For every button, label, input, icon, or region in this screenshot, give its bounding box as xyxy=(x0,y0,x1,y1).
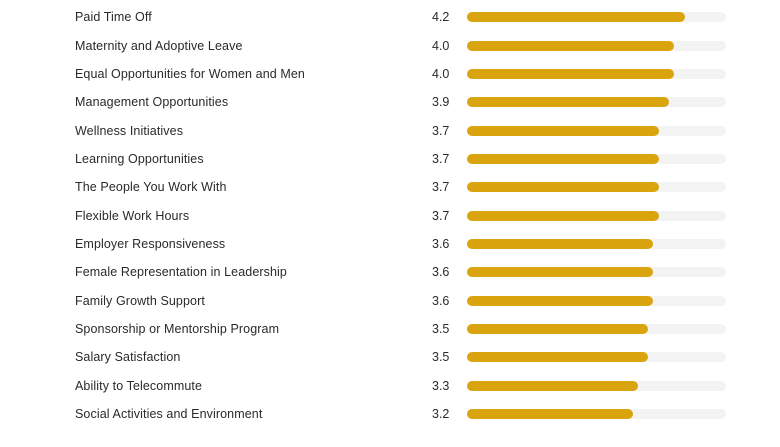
chart-row: Maternity and Adoptive Leave 4.0 xyxy=(0,31,780,59)
chart-row: Family Growth Support 3.6 xyxy=(0,286,780,314)
category-label: Wellness Initiatives xyxy=(75,123,184,138)
rating-value: 3.2 xyxy=(432,406,450,421)
chart-row: Paid Time Off 4.2 xyxy=(0,3,780,31)
rating-value: 3.7 xyxy=(432,180,450,195)
category-label: Salary Satisfaction xyxy=(75,350,181,365)
bar-track xyxy=(467,97,726,108)
chart-row: Management Opportunities 3.9 xyxy=(0,88,780,116)
category-label: Ability to Telecommute xyxy=(75,378,203,393)
bar-track xyxy=(467,12,726,23)
rating-value: 3.6 xyxy=(432,236,450,251)
chart-row: Ability to Telecommute 3.3 xyxy=(0,371,780,399)
bar-track xyxy=(467,380,726,391)
bar-fill xyxy=(467,238,654,249)
bar-track xyxy=(467,323,726,334)
category-label: Family Growth Support xyxy=(75,293,205,308)
bar-fill xyxy=(467,380,638,391)
bar-track xyxy=(467,238,726,249)
chart-row: Female Representation in Leadership 3.6 xyxy=(0,258,780,286)
bar-fill xyxy=(467,408,633,419)
chart-row: Employer Responsiveness 3.6 xyxy=(0,230,780,258)
bar-track xyxy=(467,210,726,221)
chart-row: Social Activities and Environment 3.2 xyxy=(0,400,780,428)
bar-fill xyxy=(467,12,685,23)
category-label: Employer Responsiveness xyxy=(75,236,226,251)
bar-fill xyxy=(467,182,659,193)
bar-track xyxy=(467,352,726,363)
bar-fill xyxy=(467,125,659,136)
chart-row: Flexible Work Hours 3.7 xyxy=(0,201,780,229)
category-label: Learning Opportunities xyxy=(75,151,204,166)
rating-value: 3.6 xyxy=(432,265,450,280)
bar-fill xyxy=(467,97,670,108)
bar-fill xyxy=(467,210,659,221)
category-label: Sponsorship or Mentorship Program xyxy=(75,321,280,336)
bar-track xyxy=(467,68,726,79)
rating-value: 4.2 xyxy=(432,10,450,25)
bar-track xyxy=(467,182,726,193)
rating-value: 3.7 xyxy=(432,151,450,166)
rating-value: 3.5 xyxy=(432,321,450,336)
category-label: Flexible Work Hours xyxy=(75,208,190,223)
chart-row: Wellness Initiatives 3.7 xyxy=(0,116,780,144)
category-label: Paid Time Off xyxy=(75,10,152,25)
rating-value: 3.3 xyxy=(432,378,450,393)
rating-value: 3.9 xyxy=(432,95,450,110)
chart-row: Sponsorship or Mentorship Program 3.5 xyxy=(0,315,780,343)
rating-value: 3.5 xyxy=(432,350,450,365)
bar-track xyxy=(467,125,726,136)
chart-row: Salary Satisfaction 3.5 xyxy=(0,343,780,371)
category-label: Female Representation in Leadership xyxy=(75,265,287,280)
bar-track xyxy=(467,40,726,51)
category-label: Maternity and Adoptive Leave xyxy=(75,38,243,53)
category-label: Management Opportunities xyxy=(75,95,229,110)
rating-value: 4.0 xyxy=(432,66,450,81)
bar-fill xyxy=(467,267,654,278)
rating-value: 3.7 xyxy=(432,123,450,138)
bar-track xyxy=(467,267,726,278)
rating-value: 3.7 xyxy=(432,208,450,223)
bar-fill xyxy=(467,40,675,51)
chart-row: Learning Opportunities 3.7 xyxy=(0,145,780,173)
category-label: The People You Work With xyxy=(75,180,227,195)
bar-fill xyxy=(467,68,675,79)
bar-fill xyxy=(467,352,649,363)
bar-track xyxy=(467,153,726,164)
bar-track xyxy=(467,295,726,306)
rating-value: 4.0 xyxy=(432,38,450,53)
rating-value: 3.6 xyxy=(432,293,450,308)
bar-fill xyxy=(467,295,654,306)
bar-track xyxy=(467,408,726,419)
category-label: Social Activities and Environment xyxy=(75,406,263,421)
bar-fill xyxy=(467,323,649,334)
category-label: Equal Opportunities for Women and Men xyxy=(75,66,305,81)
chart-row: The People You Work With 3.7 xyxy=(0,173,780,201)
chart-row: Equal Opportunities for Women and Men 4.… xyxy=(0,60,780,88)
bar-fill xyxy=(467,153,659,164)
